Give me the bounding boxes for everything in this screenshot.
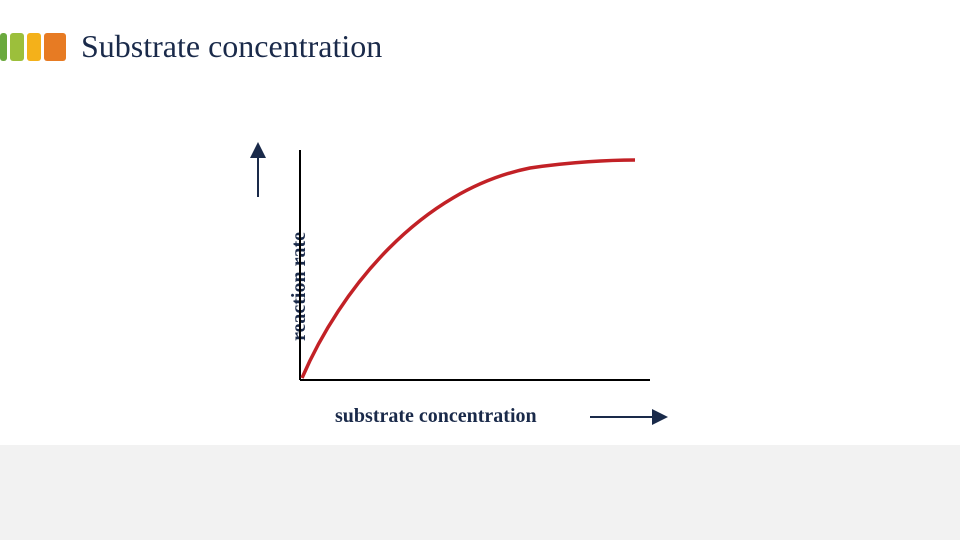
- footer-band: [0, 445, 960, 540]
